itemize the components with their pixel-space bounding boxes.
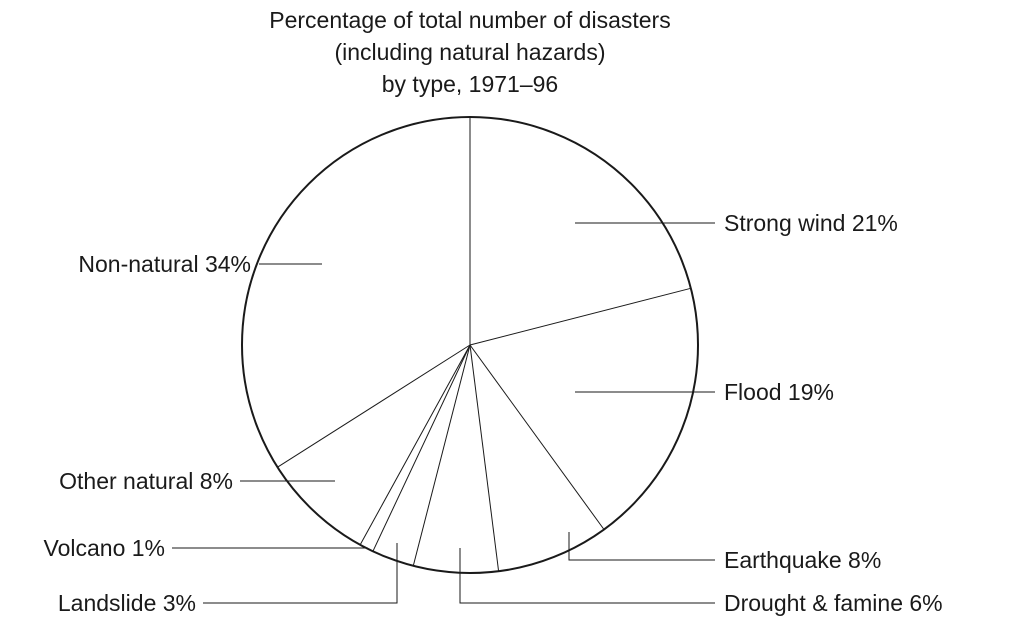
pie-slice-boundary — [359, 344, 471, 546]
slice-label: Non-natural 34% — [78, 251, 251, 277]
chart-title: Percentage of total number of disasters … — [269, 7, 670, 97]
pie-slice-boundary — [469, 344, 605, 530]
slice-labels: Strong wind 21% Flood 19% Earthquake 8% Dro… — [44, 210, 943, 616]
pie-slice-boundary — [469, 344, 500, 572]
chart-title-line-3: by type, 1971–96 — [382, 71, 558, 97]
chart-title-line-2: (including natural hazards) — [334, 39, 605, 65]
slice-label: Drought & famine 6% — [724, 590, 943, 616]
slice-label: Earthquake 8% — [724, 547, 881, 573]
chart-title-line-1: Percentage of total number of disasters — [269, 7, 670, 33]
pie-slice-boundary — [412, 344, 471, 566]
pie-slice-boundary — [372, 344, 471, 552]
slice-label: Flood 19% — [724, 379, 834, 405]
slice-leader-lines — [172, 222, 715, 604]
slice-leader-line — [459, 548, 715, 604]
slice-label: Other natural 8% — [59, 468, 233, 494]
slice-leader-line — [203, 543, 398, 604]
slice-leader-line — [568, 532, 715, 561]
slice-label: Volcano 1% — [44, 535, 165, 561]
pie-slice-boundary — [469, 287, 691, 346]
slice-label: Strong wind 21% — [724, 210, 898, 236]
pie-slice-dividers — [277, 117, 691, 572]
pie-slice-boundary — [277, 344, 471, 468]
slice-label: Landslide 3% — [58, 590, 196, 616]
